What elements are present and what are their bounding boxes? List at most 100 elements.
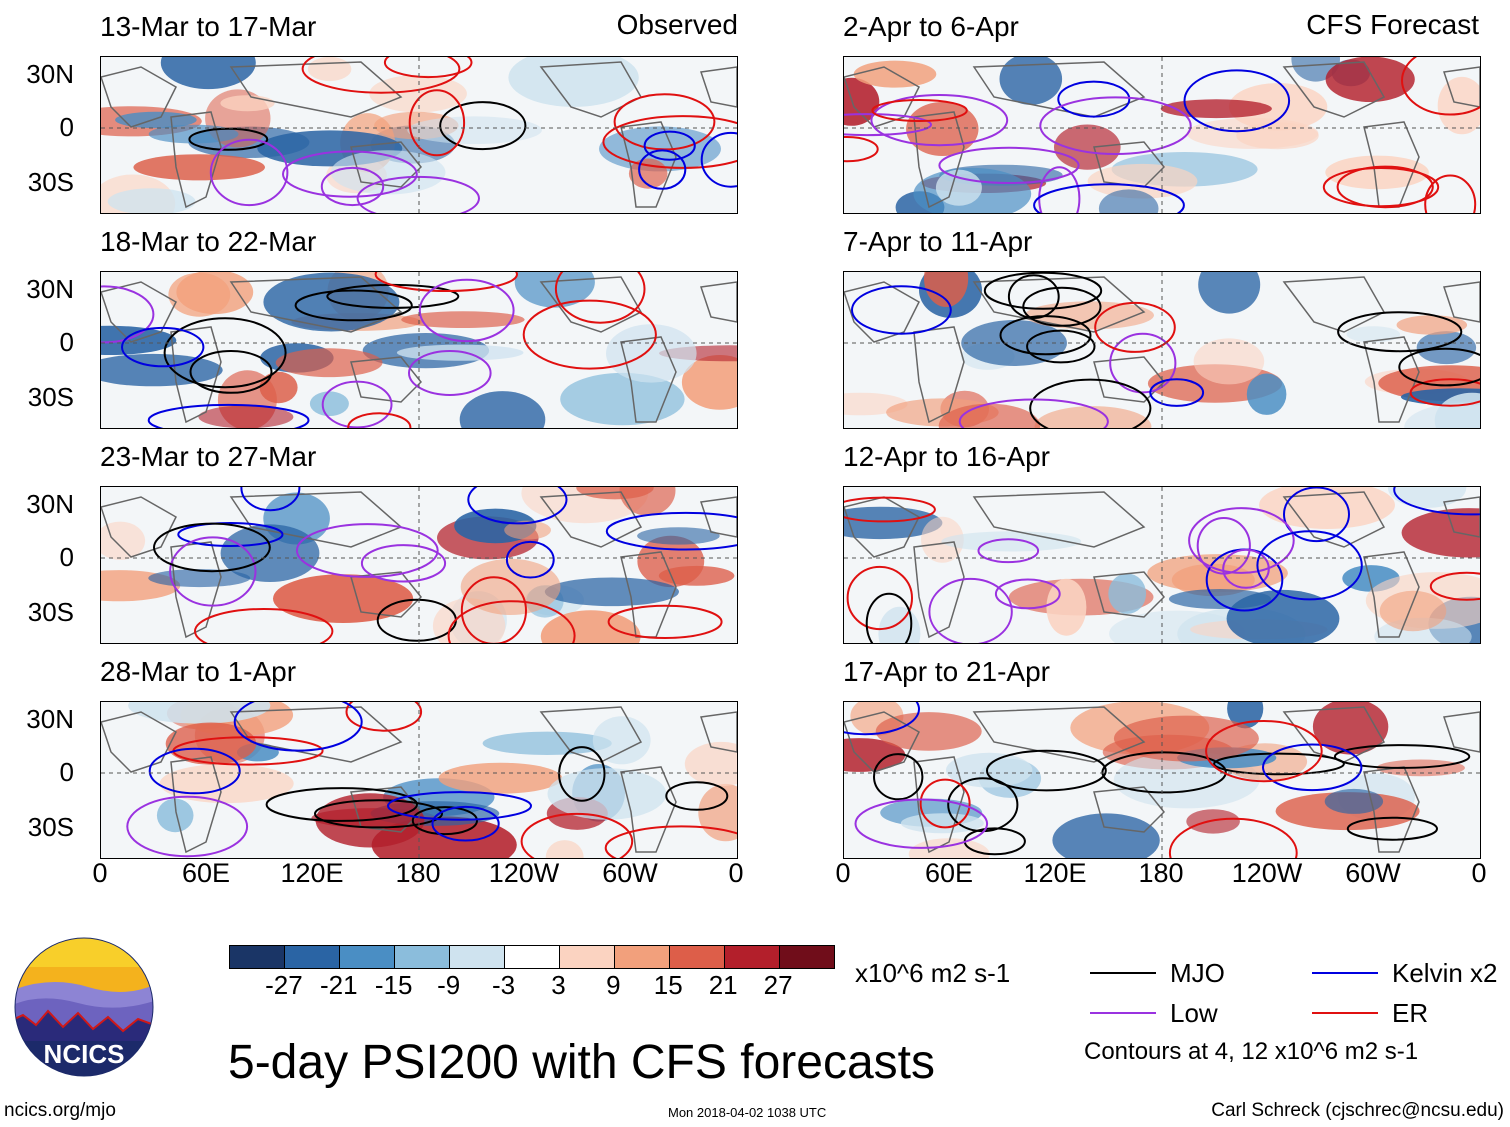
panel-title: 12-Apr to 16-Apr xyxy=(843,441,1050,472)
colorbar-swatch xyxy=(230,946,285,968)
ncics-logo-graphic: NCICS xyxy=(14,937,154,1077)
negative-anomaly-region xyxy=(514,272,595,308)
er-contour xyxy=(520,812,634,858)
map-canvas xyxy=(101,57,737,213)
low-contour xyxy=(994,578,1061,610)
low-contour xyxy=(282,150,418,198)
coastline xyxy=(700,281,737,323)
latitude-label: 30S xyxy=(27,812,74,842)
coastline xyxy=(1093,786,1166,833)
longitude-label: 0 xyxy=(92,858,108,888)
positive-anomaly-region xyxy=(545,840,584,858)
er-contour xyxy=(194,608,334,643)
positive-anomaly-region xyxy=(1054,124,1121,170)
negative-anomaly-region xyxy=(309,391,349,416)
er-contour xyxy=(844,136,879,163)
low-contour xyxy=(1188,507,1295,574)
negative-anomaly-region xyxy=(1416,331,1477,365)
kelvin-contour xyxy=(177,522,284,547)
kelvin-contour xyxy=(638,149,687,190)
negative-anomaly-region xyxy=(263,272,400,332)
latitude-label: 30N xyxy=(26,59,74,89)
low-contour xyxy=(101,285,155,344)
er-contour xyxy=(1429,571,1480,601)
kelvin-contour xyxy=(1183,69,1291,133)
positive-anomaly-region xyxy=(1228,83,1328,131)
mjo-contour xyxy=(1337,311,1463,353)
er-contour xyxy=(604,825,737,858)
er-contour xyxy=(1424,174,1477,213)
low-contour xyxy=(870,94,1009,147)
low-contour xyxy=(844,113,932,137)
negative-anomaly-region xyxy=(330,150,446,195)
er-contour xyxy=(919,778,971,829)
positive-anomaly-region xyxy=(938,403,1041,428)
negative-anomaly-region xyxy=(1324,788,1384,814)
mjo-contour xyxy=(665,781,729,811)
negative-anomaly-region xyxy=(220,524,320,582)
coastline xyxy=(350,356,423,403)
mjo-contour xyxy=(983,272,1103,310)
colorbar-swatch xyxy=(340,946,395,968)
observed-label: Observed xyxy=(616,9,738,40)
kelvin-contour xyxy=(1283,487,1350,543)
footer-author: Carl Schreck (cjschrec@ncsu.edu) xyxy=(1211,1100,1504,1121)
low-contour xyxy=(295,523,439,578)
psi200-map xyxy=(843,701,1481,859)
kelvin-contour xyxy=(643,130,696,161)
coastline xyxy=(170,111,222,209)
legend-kelvin-line xyxy=(1312,972,1378,974)
negative-anomaly-region xyxy=(941,531,1082,552)
psi200-map xyxy=(843,56,1481,214)
coastline xyxy=(229,276,403,333)
positive-anomaly-region xyxy=(1186,809,1240,834)
positive-anomaly-region xyxy=(259,371,298,404)
kelvin-contour xyxy=(1057,80,1131,118)
negative-anomaly-region xyxy=(544,577,679,607)
low-contour xyxy=(938,146,1080,185)
positive-anomaly-region xyxy=(101,521,146,560)
positive-anomaly-region xyxy=(1193,338,1265,385)
low-contour xyxy=(356,175,480,213)
kelvin-contour xyxy=(700,131,737,188)
coastline xyxy=(1093,571,1166,618)
negative-anomaly-region xyxy=(1108,573,1147,614)
psi200-map xyxy=(100,56,738,214)
legend-kelvin-label: Kelvin x2 xyxy=(1392,958,1498,988)
positive-anomaly-region xyxy=(275,348,383,378)
map-canvas xyxy=(101,702,737,858)
psi200-map xyxy=(843,486,1481,644)
coastline xyxy=(913,111,965,209)
legend-er-label: ER xyxy=(1392,998,1429,1028)
map-canvas xyxy=(844,702,1480,858)
kelvin-contour xyxy=(431,805,500,842)
er-contour xyxy=(301,57,461,94)
longitude-label: 60W xyxy=(1345,858,1401,888)
mjo-contour xyxy=(439,101,527,151)
colorbar-label: 3 xyxy=(551,970,566,1000)
longitude-label: 120W xyxy=(488,858,560,888)
colorbar xyxy=(229,945,835,969)
footer-url[interactable]: ncics.org/mjo xyxy=(4,1100,116,1121)
longitude-label: 60E xyxy=(181,858,231,888)
coastline xyxy=(170,756,222,854)
coastline xyxy=(972,276,1146,333)
colorbar-label: 21 xyxy=(708,970,738,1000)
er-contour xyxy=(1094,301,1176,353)
negative-anomaly-region xyxy=(592,716,651,765)
er-contour xyxy=(383,57,473,79)
negative-anomaly-region xyxy=(482,731,612,755)
kelvin-contour xyxy=(233,702,363,752)
coastline xyxy=(1282,61,1386,118)
positive-anomaly-region xyxy=(1087,163,1198,199)
map-panel: 17-Apr to 21-Apr xyxy=(843,657,1481,872)
coastline xyxy=(101,281,177,343)
coastline xyxy=(620,121,677,208)
footer-timestamp: Mon 2018-04-02 1038 UTC xyxy=(668,1105,827,1120)
low-contour xyxy=(126,795,249,858)
kelvin-contour xyxy=(1393,487,1480,516)
mjo-contour xyxy=(865,592,913,643)
map-canvas xyxy=(101,487,737,643)
kelvin-contour xyxy=(1262,743,1363,792)
colorbar-swatch xyxy=(670,946,725,968)
